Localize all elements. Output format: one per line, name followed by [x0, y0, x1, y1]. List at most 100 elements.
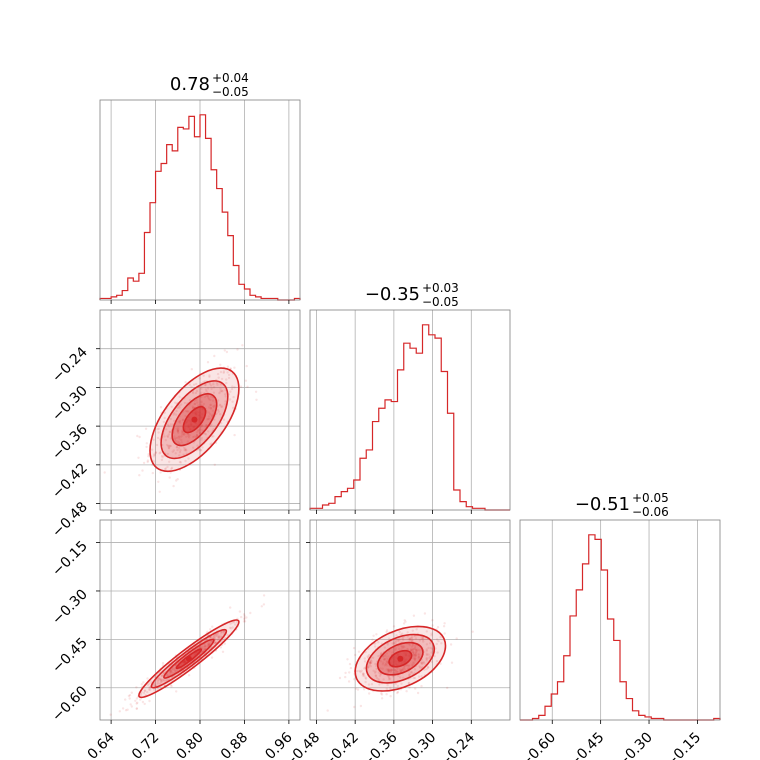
sample-point	[407, 667, 410, 670]
sample-point	[369, 661, 372, 664]
sample-point	[406, 631, 409, 634]
sample-point	[414, 653, 417, 656]
sample-point	[184, 459, 187, 463]
sample-point	[450, 661, 454, 664]
sample-point	[216, 408, 220, 412]
sample-point	[168, 671, 172, 675]
sample-point	[431, 624, 434, 627]
sample-point	[224, 395, 227, 398]
sample-point	[216, 399, 220, 402]
sample-point	[412, 650, 415, 654]
sample-point	[430, 632, 433, 635]
scatter-panel-1-2	[310, 520, 510, 720]
sample-point	[192, 406, 195, 409]
sample-point	[172, 413, 175, 416]
sample-point	[218, 403, 222, 406]
sample-point	[386, 643, 389, 646]
sample-point	[140, 683, 143, 686]
sample-point	[369, 661, 372, 664]
sample-point	[382, 655, 385, 658]
sample-point	[183, 433, 186, 436]
sample-point	[198, 377, 201, 380]
sample-point	[187, 674, 191, 677]
sample-point	[200, 424, 204, 427]
sample-point	[364, 676, 367, 679]
sample-point	[389, 668, 392, 671]
sample-point	[387, 678, 391, 681]
sample-point	[364, 677, 368, 680]
sample-point	[198, 646, 202, 649]
sample-point	[178, 435, 181, 438]
sample-point	[206, 630, 209, 633]
sample-point	[177, 447, 181, 450]
sample-point	[190, 368, 193, 371]
sample-point	[192, 435, 195, 439]
sample-point	[231, 400, 234, 403]
sample-point	[347, 680, 351, 683]
x-tick-label: 0.72	[129, 730, 162, 760]
sample-point	[401, 632, 404, 635]
sample-point	[410, 663, 414, 666]
sample-point	[363, 667, 366, 670]
sample-point	[160, 680, 163, 683]
sample-point	[155, 443, 159, 447]
sample-point	[206, 395, 210, 398]
sample-point	[348, 662, 352, 666]
sample-point	[230, 627, 233, 630]
sample-point	[389, 686, 392, 690]
sample-point	[254, 390, 258, 393]
sample-point	[144, 427, 148, 430]
sample-point	[183, 401, 187, 405]
sample-point	[413, 658, 416, 661]
sample-point	[130, 705, 133, 708]
sample-point	[392, 672, 395, 675]
sample-point	[219, 646, 223, 649]
sample-point	[425, 648, 428, 651]
sample-point	[238, 610, 242, 613]
sample-point	[402, 676, 405, 679]
sample-point	[413, 652, 416, 655]
sample-point	[160, 674, 164, 678]
sample-point	[173, 411, 176, 415]
sample-point	[167, 444, 171, 447]
sample-point	[228, 626, 232, 629]
sample-point	[400, 645, 404, 649]
sample-point	[409, 637, 412, 640]
sample-point	[377, 678, 380, 681]
sample-point	[363, 657, 366, 660]
sample-point	[211, 399, 215, 402]
sample-point	[206, 417, 210, 421]
sample-point	[183, 446, 186, 449]
sample-point	[395, 634, 398, 637]
sample-point	[385, 652, 389, 655]
sample-point	[229, 367, 232, 370]
sample-point	[159, 406, 163, 409]
sample-point	[213, 641, 217, 645]
sample-point	[176, 406, 179, 409]
sample-point	[182, 432, 185, 435]
sample-point	[180, 441, 183, 444]
sample-point	[385, 687, 388, 691]
sample-point	[368, 663, 371, 666]
sample-point	[193, 402, 197, 405]
sample-point	[403, 645, 406, 649]
sample-point	[141, 700, 145, 704]
sample-point	[412, 654, 416, 657]
sample-point	[408, 673, 411, 676]
sample-point	[175, 409, 178, 413]
sample-point	[232, 406, 235, 410]
sample-point	[388, 650, 391, 653]
sample-point	[174, 401, 177, 404]
sample-point	[216, 633, 219, 636]
sample-point	[170, 466, 174, 469]
sample-point	[188, 436, 191, 439]
sample-point	[433, 655, 436, 658]
sample-point	[154, 684, 157, 687]
sample-point	[206, 644, 210, 647]
sample-point	[164, 439, 167, 442]
sample-point	[172, 484, 175, 488]
sample-point	[410, 670, 413, 674]
sample-point	[413, 646, 417, 649]
sample-point	[429, 646, 433, 650]
sample-point	[414, 654, 417, 658]
